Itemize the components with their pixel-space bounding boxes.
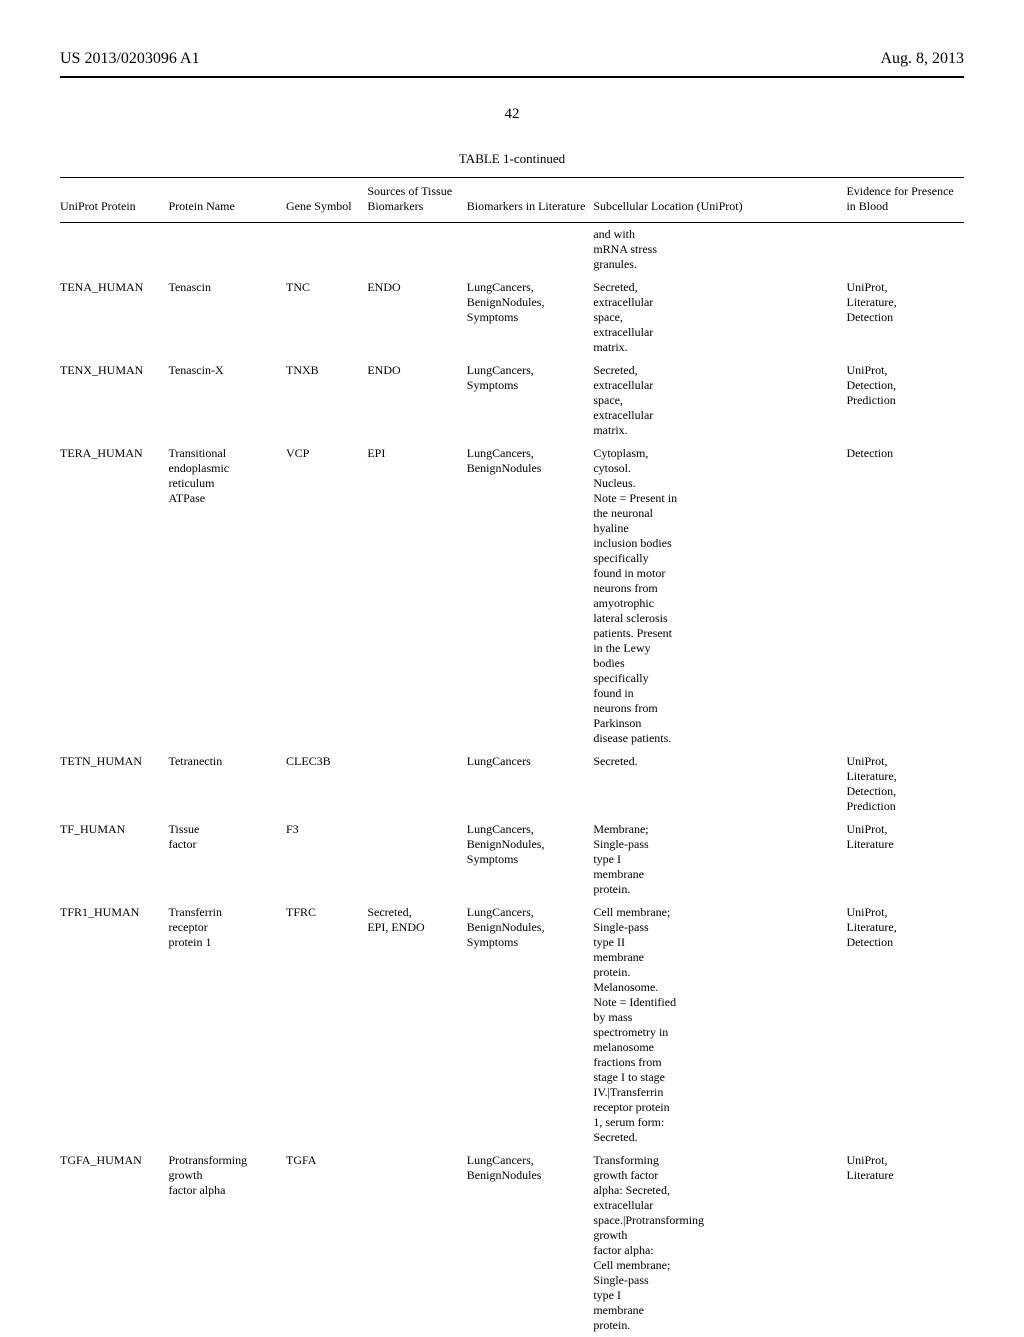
cell-sources: Secreted, EPI, ENDO xyxy=(367,901,466,1149)
cell-protein: Tenascin-X xyxy=(168,359,286,442)
cell-uniprot: TFR1_HUMAN xyxy=(60,901,168,1149)
page: US 2013/0203096 A1 Aug. 8, 2013 42 TABLE… xyxy=(0,0,1024,1320)
cell-biomark: LungCancers xyxy=(467,750,594,818)
table-row: TENA_HUMAN Tenascin TNC ENDO LungCancers… xyxy=(60,276,964,359)
cell-protein: Protransforming growth factor alpha xyxy=(168,1149,286,1337)
cell-subcell: Secreted. xyxy=(593,750,846,818)
cell-subcell: Secreted, extracellular space, extracell… xyxy=(593,276,846,359)
cell-evidence: UniProt, Literature xyxy=(846,1149,964,1337)
cell-protein: Transferrin receptor protein 1 xyxy=(168,901,286,1149)
header-rule xyxy=(60,76,964,78)
page-number: 42 xyxy=(60,106,964,123)
table-row: and with mRNA stress granules. xyxy=(60,223,964,277)
cell-uniprot: TENA_HUMAN xyxy=(60,276,168,359)
header-left: US 2013/0203096 A1 xyxy=(60,50,200,68)
cell-sources: ENDO xyxy=(367,276,466,359)
cell-uniprot xyxy=(60,223,168,277)
cell-uniprot: TETN_HUMAN xyxy=(60,750,168,818)
cell-biomark: LungCancers, BenignNodules xyxy=(467,442,594,750)
cell-sources: EPI xyxy=(367,442,466,750)
cell-protein xyxy=(168,223,286,277)
cell-sources: ENDO xyxy=(367,359,466,442)
col-header-protein: Protein Name xyxy=(168,178,286,223)
cell-gene: TFRC xyxy=(286,901,367,1149)
cell-gene: VCP xyxy=(286,442,367,750)
table-row: TERA_HUMAN Transitional endoplasmic reti… xyxy=(60,442,964,750)
col-header-evidence: Evidence for Presence in Blood xyxy=(846,178,964,223)
col-header-subcell: Subcellular Location (UniProt) xyxy=(593,178,846,223)
cell-uniprot: TENX_HUMAN xyxy=(60,359,168,442)
cell-sources xyxy=(367,818,466,901)
page-header: US 2013/0203096 A1 Aug. 8, 2013 xyxy=(60,50,964,68)
cell-evidence: UniProt, Literature, Detection xyxy=(846,901,964,1149)
cell-subcell: Membrane; Single-pass type I membrane pr… xyxy=(593,818,846,901)
cell-uniprot: TGFA_HUMAN xyxy=(60,1149,168,1337)
table-caption: TABLE 1-continued xyxy=(60,151,964,167)
col-header-uniprot: UniProt Protein xyxy=(60,178,168,223)
header-right: Aug. 8, 2013 xyxy=(880,50,964,68)
cell-evidence: Detection xyxy=(846,442,964,750)
table-body: and with mRNA stress granules. TENA_HUMA… xyxy=(60,223,964,1337)
cell-uniprot: TF_HUMAN xyxy=(60,818,168,901)
biomarker-table: UniProt Protein Protein Name Gene Symbol… xyxy=(60,177,964,1337)
cell-gene: TGFA xyxy=(286,1149,367,1337)
cell-gene: CLEC3B xyxy=(286,750,367,818)
col-header-sources: Sources of Tissue Biomarkers xyxy=(367,178,466,223)
cell-evidence: UniProt, Detection, Prediction xyxy=(846,359,964,442)
cell-uniprot: TERA_HUMAN xyxy=(60,442,168,750)
table-row: TGFA_HUMAN Protransforming growth factor… xyxy=(60,1149,964,1337)
col-header-gene: Gene Symbol xyxy=(286,178,367,223)
cell-evidence xyxy=(846,223,964,277)
cell-evidence: UniProt, Literature, Detection, Predicti… xyxy=(846,750,964,818)
cell-subcell: Secreted, extracellular space, extracell… xyxy=(593,359,846,442)
cell-biomark: LungCancers, BenignNodules, Symptoms xyxy=(467,818,594,901)
cell-biomark: LungCancers, BenignNodules, Symptoms xyxy=(467,901,594,1149)
cell-gene: TNXB xyxy=(286,359,367,442)
table-row: TETN_HUMAN Tetranectin CLEC3B LungCancer… xyxy=(60,750,964,818)
cell-biomark: LungCancers, BenignNodules xyxy=(467,1149,594,1337)
cell-protein: Tissue factor xyxy=(168,818,286,901)
cell-protein: Transitional endoplasmic reticulum ATPas… xyxy=(168,442,286,750)
table-row: TENX_HUMAN Tenascin-X TNXB ENDO LungCanc… xyxy=(60,359,964,442)
cell-evidence: UniProt, Literature, Detection xyxy=(846,276,964,359)
col-header-biomark: Biomarkers in Literature xyxy=(467,178,594,223)
cell-sources xyxy=(367,750,466,818)
cell-sources xyxy=(367,1149,466,1337)
table-header-row: UniProt Protein Protein Name Gene Symbol… xyxy=(60,178,964,223)
table-row: TFR1_HUMAN Transferrin receptor protein … xyxy=(60,901,964,1149)
cell-biomark: LungCancers, BenignNodules, Symptoms xyxy=(467,276,594,359)
cell-subcell: Cytoplasm, cytosol. Nucleus. Note = Pres… xyxy=(593,442,846,750)
cell-gene xyxy=(286,223,367,277)
cell-sources xyxy=(367,223,466,277)
table-row: TF_HUMAN Tissue factor F3 LungCancers, B… xyxy=(60,818,964,901)
cell-subcell: Transforming growth factor alpha: Secret… xyxy=(593,1149,846,1337)
cell-gene: F3 xyxy=(286,818,367,901)
cell-biomark xyxy=(467,223,594,277)
cell-protein: Tetranectin xyxy=(168,750,286,818)
cell-protein: Tenascin xyxy=(168,276,286,359)
cell-gene: TNC xyxy=(286,276,367,359)
cell-biomark: LungCancers, Symptoms xyxy=(467,359,594,442)
cell-subcell: and with mRNA stress granules. xyxy=(593,223,846,277)
cell-evidence: UniProt, Literature xyxy=(846,818,964,901)
cell-subcell: Cell membrane; Single-pass type II membr… xyxy=(593,901,846,1149)
